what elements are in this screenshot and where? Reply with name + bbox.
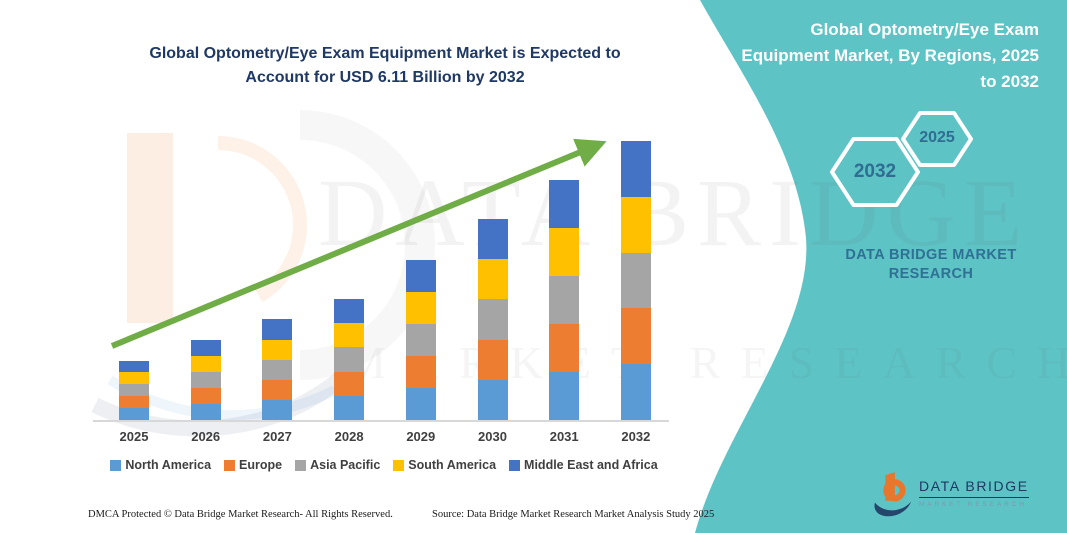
bar-2030 bbox=[477, 218, 508, 420]
legend-label-asia-pacific: Asia Pacific bbox=[310, 458, 381, 472]
bar-segment-north-america-2028 bbox=[334, 395, 365, 420]
bar-segment-south-america-2032 bbox=[620, 196, 651, 253]
x-label-2028: 2028 bbox=[334, 429, 364, 444]
hexagon-2032-label: 2032 bbox=[853, 161, 897, 182]
bar-segment-north-america-2026 bbox=[190, 403, 221, 420]
legend-item-middle-east-and-africa: Middle East and Africa bbox=[509, 458, 658, 472]
bar-segment-middle-east-and-africa-2032 bbox=[620, 141, 651, 197]
bar-segment-europe-2030 bbox=[477, 339, 508, 380]
bar-segment-middle-east-and-africa-2029 bbox=[405, 260, 436, 293]
panel-brand-line-2: RESEARCH bbox=[888, 266, 974, 282]
bar-2029 bbox=[405, 260, 436, 420]
x-label-2030: 2030 bbox=[478, 429, 507, 444]
legend-label-europe: Europe bbox=[239, 458, 283, 472]
bar-segment-north-america-2031 bbox=[549, 372, 580, 420]
bar-2025 bbox=[119, 360, 149, 420]
legend-swatch-north-america bbox=[110, 459, 122, 471]
bar-segment-europe-2026 bbox=[190, 387, 221, 404]
bar-segment-europe-2029 bbox=[405, 356, 436, 388]
chart-title-line-2: Account for USD 6.11 Billion by 2032 bbox=[245, 69, 525, 86]
bar-segment-middle-east-and-africa-2028 bbox=[334, 298, 365, 324]
logo-title: DATA BRIDGE bbox=[919, 478, 1029, 498]
legend-label-north-america: North America bbox=[125, 458, 212, 472]
bar-segment-middle-east-and-africa-2031 bbox=[549, 180, 580, 229]
footer-copyright: DMCA Protected © Data Bridge Market Rese… bbox=[88, 509, 393, 520]
bar-segment-middle-east-and-africa-2025 bbox=[119, 360, 149, 373]
data-bridge-logo: DATA BRIDGE MARKET RESEARCH bbox=[874, 472, 1029, 520]
bar-segment-north-america-2029 bbox=[405, 387, 436, 420]
bar-segment-asia-pacific-2027 bbox=[262, 359, 293, 380]
bar-segment-middle-east-and-africa-2030 bbox=[477, 218, 508, 260]
data-bridge-logo-icon bbox=[874, 472, 912, 517]
bar-segment-south-america-2029 bbox=[405, 292, 436, 325]
bar-2032 bbox=[620, 141, 651, 420]
legend-item-asia-pacific: Asia Pacific bbox=[295, 458, 380, 472]
x-label-2031: 2031 bbox=[549, 429, 579, 444]
x-label-2032: 2032 bbox=[621, 429, 651, 444]
bar-segment-north-america-2025 bbox=[119, 408, 149, 420]
bar-segment-europe-2032 bbox=[620, 308, 651, 365]
panel-brand-text: DATA BRIDGE MARKET RESEARCH bbox=[828, 246, 1034, 284]
side-panel-title-line-1: Global Optometry/Eye Exam bbox=[810, 20, 1039, 39]
legend-swatch-asia-pacific bbox=[295, 459, 307, 471]
legend-swatch-middle-east-and-africa bbox=[509, 459, 521, 471]
x-axis-line bbox=[93, 420, 669, 422]
bar-segment-asia-pacific-2025 bbox=[119, 384, 149, 397]
x-label-2027: 2027 bbox=[262, 429, 292, 444]
legend-label-south-america: South America bbox=[408, 458, 497, 472]
bar-segment-asia-pacific-2026 bbox=[190, 371, 221, 388]
bar-segment-europe-2025 bbox=[119, 396, 149, 409]
watermark-market-research: MARKET RESEARCH bbox=[345, 337, 1067, 388]
bar-segment-north-america-2032 bbox=[620, 364, 651, 420]
hexagon-2025-label: 2025 bbox=[919, 129, 955, 146]
bar-2027 bbox=[262, 319, 293, 420]
bar-segment-europe-2027 bbox=[262, 379, 293, 400]
footer-source: Source: Data Bridge Market Research Mark… bbox=[432, 509, 715, 520]
bar-segment-south-america-2027 bbox=[262, 339, 293, 360]
x-label-2029: 2029 bbox=[406, 429, 436, 444]
bar-segment-north-america-2027 bbox=[262, 399, 293, 420]
bar-segment-south-america-2030 bbox=[477, 259, 508, 300]
bar-segment-south-america-2026 bbox=[190, 356, 221, 372]
legend-item-south-america: South America bbox=[393, 458, 496, 472]
bar-segment-south-america-2028 bbox=[334, 323, 365, 348]
side-panel-title: Global Optometry/Eye Exam Equipment Mark… bbox=[700, 17, 1053, 95]
bar-segment-asia-pacific-2031 bbox=[549, 276, 580, 325]
side-panel-title-line-2: Equipment Market, By Regions, 2025 bbox=[741, 46, 1039, 65]
bar-segment-asia-pacific-2030 bbox=[477, 299, 508, 340]
chart-title: Global Optometry/Eye Exam Equipment Mark… bbox=[95, 42, 675, 90]
bar-segment-asia-pacific-2032 bbox=[620, 252, 651, 309]
bar-segment-south-america-2025 bbox=[119, 372, 149, 385]
panel-brand-line-1: DATA BRIDGE MARKET bbox=[845, 247, 1017, 263]
legend-swatch-south-america bbox=[393, 459, 405, 471]
legend-item-north-america: North America bbox=[110, 458, 211, 472]
logo-subtitle: MARKET RESEARCH bbox=[919, 501, 1027, 508]
bar-segment-asia-pacific-2029 bbox=[405, 324, 436, 356]
x-label-2025: 2025 bbox=[119, 429, 149, 444]
chart-legend: North America Europe Asia Pacific South Ame… bbox=[95, 458, 673, 472]
bar-segment-europe-2028 bbox=[334, 371, 365, 396]
bar-2028 bbox=[334, 298, 365, 420]
bar-segment-middle-east-and-africa-2027 bbox=[262, 319, 293, 340]
chart-title-line-1: Global Optometry/Eye Exam Equipment Mark… bbox=[149, 45, 621, 62]
logo-text-block: DATA BRIDGE MARKET RESEARCH bbox=[919, 478, 1029, 508]
legend-item-europe: Europe bbox=[224, 458, 282, 472]
bar-segment-south-america-2031 bbox=[549, 228, 580, 277]
bar-segment-north-america-2030 bbox=[477, 379, 508, 420]
bar-2031 bbox=[549, 180, 580, 420]
legend-label-middle-east-and-africa: Middle East and Africa bbox=[524, 458, 658, 472]
bar-segment-asia-pacific-2028 bbox=[334, 347, 365, 372]
bar-segment-europe-2031 bbox=[549, 324, 580, 372]
legend-swatch-europe bbox=[224, 459, 236, 471]
bar-segment-middle-east-and-africa-2026 bbox=[190, 340, 221, 356]
bar-2026 bbox=[190, 340, 221, 420]
x-label-2026: 2026 bbox=[191, 429, 221, 444]
side-panel-title-line-3: to 2032 bbox=[980, 72, 1039, 91]
